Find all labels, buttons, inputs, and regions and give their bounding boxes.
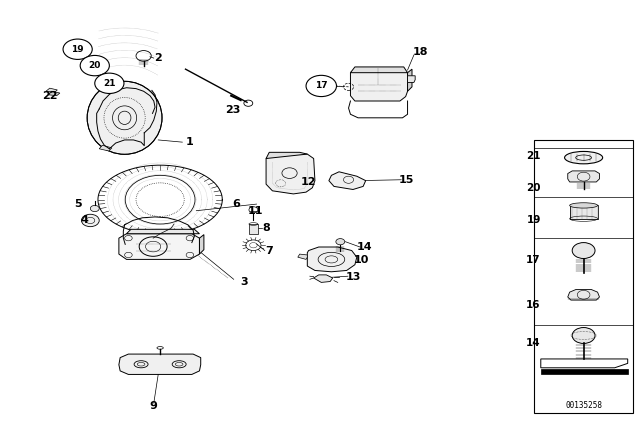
Text: 8: 8 (262, 224, 270, 233)
Text: 1: 1 (186, 137, 194, 147)
Text: 16: 16 (526, 300, 541, 310)
Bar (534, 140, 633, 414)
Polygon shape (329, 172, 365, 190)
Polygon shape (46, 88, 58, 92)
Circle shape (572, 242, 595, 258)
Text: 13: 13 (346, 272, 361, 282)
Polygon shape (351, 67, 408, 73)
Text: 12: 12 (301, 177, 316, 187)
Text: 14: 14 (356, 242, 372, 252)
Polygon shape (200, 235, 204, 254)
Text: 6: 6 (232, 199, 240, 209)
Text: 15: 15 (399, 175, 414, 185)
Circle shape (90, 206, 99, 211)
Text: 5: 5 (74, 199, 81, 209)
Polygon shape (568, 171, 600, 182)
Polygon shape (408, 69, 412, 91)
Text: 10: 10 (353, 255, 369, 265)
Text: 9: 9 (150, 401, 157, 411)
Text: 17: 17 (315, 82, 328, 90)
Text: 20: 20 (88, 61, 101, 70)
Circle shape (81, 214, 99, 227)
Circle shape (80, 56, 109, 76)
Circle shape (63, 39, 92, 60)
Polygon shape (568, 289, 600, 300)
Text: 21: 21 (103, 79, 116, 88)
Text: 20: 20 (526, 183, 541, 193)
Polygon shape (314, 275, 333, 282)
Polygon shape (351, 68, 408, 101)
Text: 23: 23 (225, 105, 240, 115)
Ellipse shape (564, 151, 603, 164)
Circle shape (336, 239, 345, 245)
Text: 22: 22 (43, 90, 58, 101)
Ellipse shape (87, 81, 162, 154)
Circle shape (95, 73, 124, 94)
Text: 17: 17 (526, 255, 541, 265)
Text: 21: 21 (526, 151, 541, 161)
Text: 4: 4 (80, 215, 88, 224)
Text: 3: 3 (240, 276, 248, 287)
Polygon shape (266, 154, 315, 194)
Ellipse shape (570, 203, 598, 208)
Text: 18: 18 (413, 47, 428, 57)
Text: 00135258: 00135258 (565, 401, 602, 410)
Polygon shape (127, 229, 200, 234)
Polygon shape (298, 254, 307, 259)
Text: 11: 11 (248, 206, 263, 216)
Bar (570, 206, 598, 219)
Polygon shape (266, 152, 307, 159)
Polygon shape (307, 247, 356, 272)
Bar (249, 224, 258, 234)
Text: 7: 7 (266, 246, 273, 255)
Polygon shape (541, 369, 628, 375)
Polygon shape (119, 354, 201, 375)
Circle shape (572, 327, 595, 344)
Polygon shape (119, 234, 200, 259)
Text: 19: 19 (527, 215, 541, 224)
Text: 14: 14 (526, 338, 541, 348)
Text: 19: 19 (71, 45, 84, 54)
Polygon shape (99, 145, 112, 151)
Polygon shape (408, 76, 415, 82)
Text: 2: 2 (154, 53, 162, 63)
Circle shape (306, 75, 337, 97)
Polygon shape (49, 91, 60, 96)
